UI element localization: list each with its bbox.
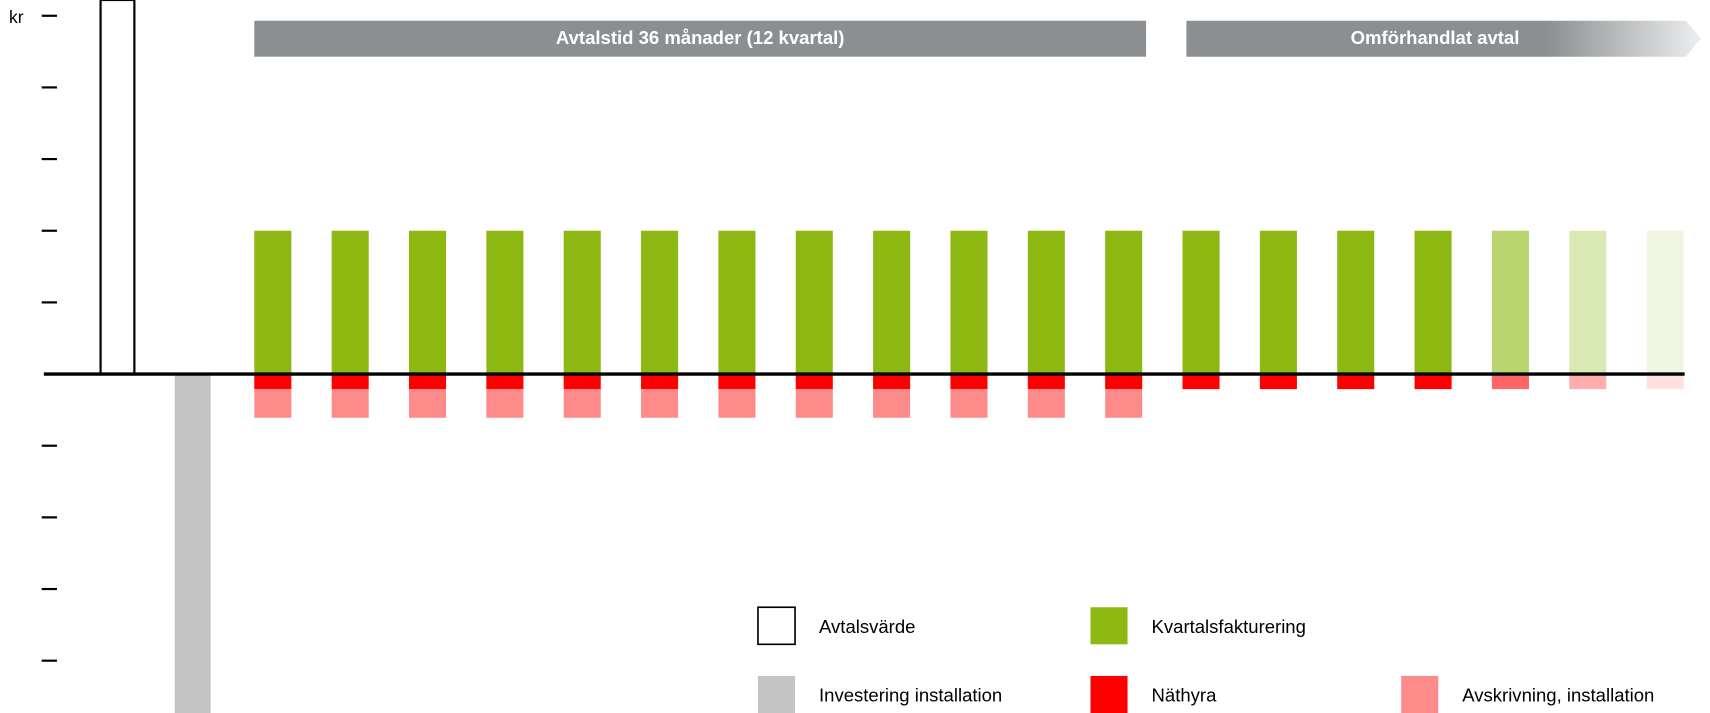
bar (1182, 374, 1220, 390)
bar (1491, 374, 1529, 390)
legend-swatch (1401, 675, 1439, 713)
bar (1105, 389, 1143, 418)
bar (641, 374, 679, 390)
legend-label: Kvartalsfakturering (1152, 616, 1306, 637)
bar (1259, 374, 1297, 390)
period-label: Omförhandlat avtal (1351, 27, 1520, 48)
bar (873, 389, 911, 418)
bar (1414, 230, 1452, 375)
bar (1337, 230, 1375, 375)
bar (718, 389, 756, 418)
bar (873, 374, 911, 390)
bar (873, 230, 911, 375)
legend-swatch (1090, 675, 1128, 713)
bar (641, 230, 679, 375)
bar (1027, 374, 1065, 390)
bar (950, 230, 988, 375)
bar (1027, 230, 1065, 375)
bar (99, 0, 136, 376)
legend-swatch (757, 606, 796, 646)
bar (254, 389, 292, 418)
legend-label: Avskrivning, installation (1462, 685, 1654, 706)
bar (795, 230, 833, 375)
bar (563, 374, 601, 390)
bar (563, 230, 601, 375)
bar (408, 389, 447, 418)
bar (1337, 374, 1375, 390)
y-axis-label: kr (9, 7, 24, 27)
legend-swatch (1090, 607, 1128, 645)
bar (408, 230, 447, 375)
bar (1569, 374, 1607, 390)
bar (486, 374, 524, 390)
bar (331, 389, 369, 418)
legend-label: Avtalsvärde (819, 616, 915, 637)
period-label: Avtalstid 36 månader (12 kvartal) (556, 27, 845, 48)
bar (795, 389, 833, 418)
bar (1414, 374, 1452, 390)
bar (1646, 230, 1684, 375)
bar (950, 389, 988, 418)
bar (1569, 230, 1607, 375)
bar (1105, 230, 1143, 375)
bar (1182, 230, 1220, 375)
bar (641, 389, 679, 418)
bar (254, 230, 292, 375)
bar (331, 230, 369, 375)
bar (486, 389, 524, 418)
legend-label: Näthyra (1152, 685, 1218, 706)
legend-swatch (757, 675, 796, 713)
bar (174, 374, 211, 713)
bar (408, 374, 447, 390)
bar (331, 374, 369, 390)
bar (1027, 389, 1065, 418)
period-arrow (1186, 20, 1702, 57)
bar (1491, 230, 1529, 375)
bar (254, 374, 292, 390)
period-band (254, 20, 1147, 57)
legend: Avtalsvärde Investering installation Kvart… (757, 606, 1654, 713)
bar (718, 374, 756, 390)
bar (1259, 230, 1297, 375)
bar (795, 374, 833, 390)
bar (950, 374, 988, 390)
bar (486, 230, 524, 375)
bar (718, 230, 756, 375)
bar (563, 389, 601, 418)
bar (1646, 374, 1684, 390)
plot (43, 0, 1685, 713)
bar (1105, 374, 1143, 390)
legend-label: Investering installation (819, 685, 1002, 706)
